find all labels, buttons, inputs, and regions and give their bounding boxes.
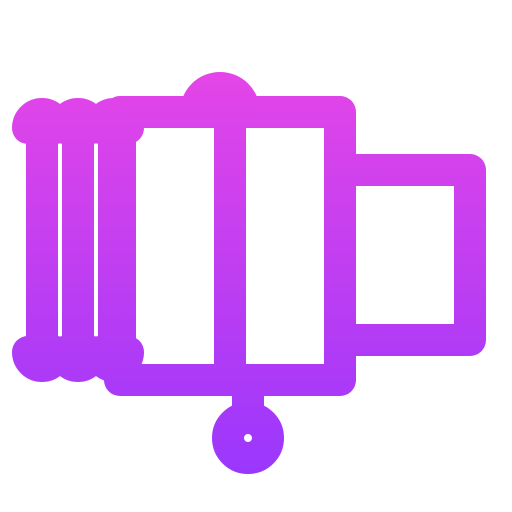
camera-lens-icon [0, 0, 512, 512]
